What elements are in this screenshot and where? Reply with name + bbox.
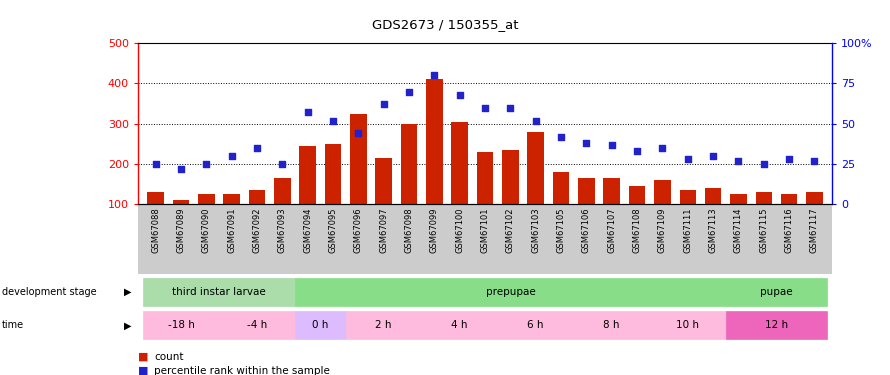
Bar (578, 178, 595, 245)
Point (326, 117, 340, 123)
Point (275, 161, 289, 167)
Bar (756, 192, 772, 245)
Point (224, 153, 239, 159)
Bar (223, 194, 240, 245)
Point (529, 117, 543, 123)
Point (630, 148, 644, 154)
Text: 4 h: 4 h (451, 320, 468, 330)
Text: ■: ■ (138, 352, 149, 362)
Bar (148, 192, 164, 245)
Point (352, 130, 366, 136)
Point (427, 72, 441, 78)
Text: 0 h: 0 h (312, 320, 328, 330)
Bar (654, 180, 671, 245)
Text: third instar larvae: third instar larvae (172, 286, 266, 297)
Bar (629, 186, 645, 245)
Bar (730, 194, 747, 245)
Bar (350, 114, 367, 245)
Bar (528, 132, 544, 245)
Text: time: time (2, 320, 24, 330)
Bar (274, 178, 291, 245)
Point (376, 101, 391, 107)
Point (301, 110, 315, 116)
Point (149, 161, 163, 167)
Text: GDS2673 / 150355_at: GDS2673 / 150355_at (372, 18, 518, 31)
Point (453, 92, 467, 98)
Point (604, 142, 619, 148)
Point (782, 156, 797, 162)
Text: development stage: development stage (2, 286, 96, 297)
Text: 10 h: 10 h (676, 320, 700, 330)
Bar (426, 80, 442, 245)
Point (478, 105, 492, 111)
Bar (249, 190, 265, 245)
Bar (553, 172, 570, 245)
Text: ▶: ▶ (125, 286, 132, 297)
Point (579, 140, 594, 146)
Point (756, 161, 771, 167)
Bar (325, 144, 341, 245)
Bar (376, 158, 392, 245)
Point (732, 158, 746, 164)
Text: pupae: pupae (760, 286, 793, 297)
Bar (173, 200, 190, 245)
Point (554, 134, 568, 140)
Bar (400, 124, 417, 245)
Bar (299, 146, 316, 245)
Bar (781, 194, 797, 245)
Bar (705, 188, 721, 245)
Point (681, 156, 695, 162)
Text: 8 h: 8 h (603, 320, 620, 330)
Bar (603, 178, 620, 245)
Bar (806, 192, 822, 245)
Bar (679, 190, 696, 245)
Point (402, 88, 417, 94)
Bar (502, 150, 519, 245)
Point (706, 153, 720, 159)
Text: 6 h: 6 h (528, 320, 544, 330)
Text: percentile rank within the sample: percentile rank within the sample (154, 366, 330, 375)
Bar (477, 152, 493, 245)
Text: 12 h: 12 h (765, 320, 788, 330)
Bar (198, 194, 214, 245)
Text: ▶: ▶ (125, 320, 132, 330)
Text: count: count (154, 352, 183, 362)
Text: ■: ■ (138, 366, 149, 375)
Text: 2 h: 2 h (376, 320, 392, 330)
Point (503, 105, 517, 111)
Point (655, 145, 669, 151)
Text: prepupae: prepupae (486, 286, 535, 297)
Text: -4 h: -4 h (247, 320, 267, 330)
Text: -18 h: -18 h (167, 320, 194, 330)
Point (174, 166, 188, 172)
Point (807, 158, 821, 164)
Point (250, 145, 264, 151)
Bar (451, 122, 468, 245)
Point (199, 161, 214, 167)
